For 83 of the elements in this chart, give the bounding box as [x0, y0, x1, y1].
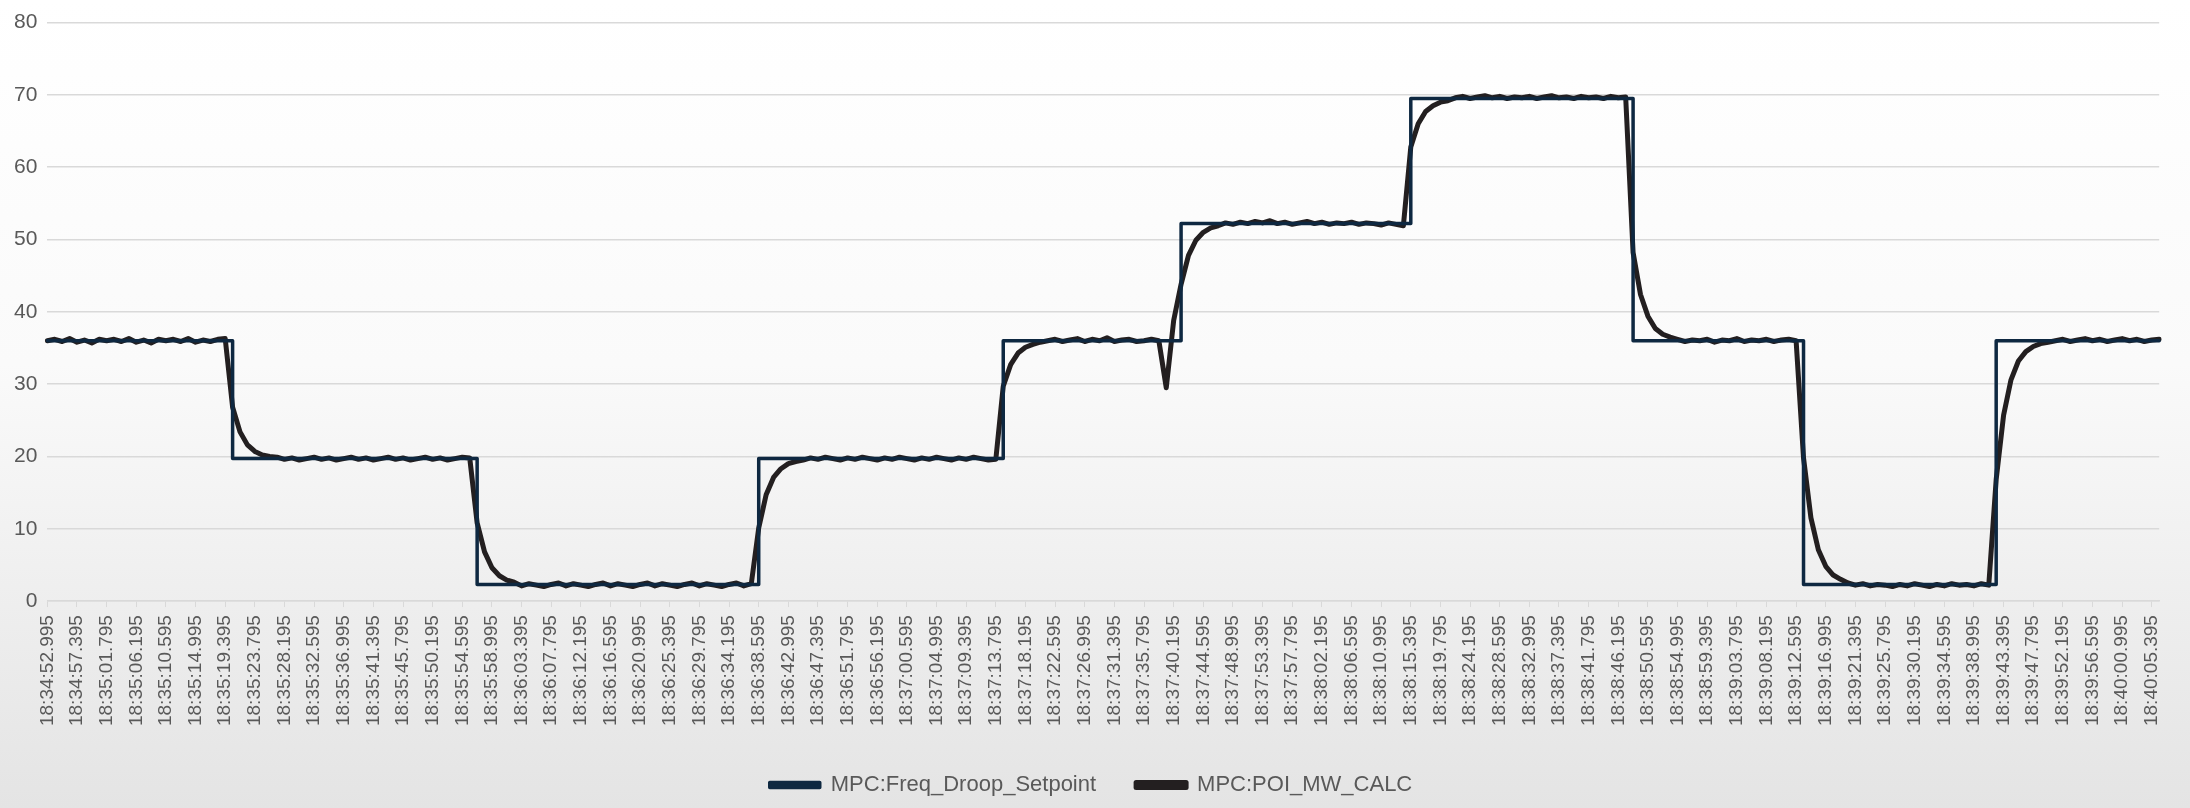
y-tick-label: 60: [14, 154, 38, 178]
x-tick-label: 18:37:13.795: [984, 615, 1006, 727]
x-tick-label: 18:36:25.395: [658, 615, 680, 727]
x-tick-label: 18:38:06.595: [1339, 615, 1361, 727]
x-tick-label: 18:35:45.795: [391, 615, 413, 727]
x-tick-label: 18:37:04.995: [924, 615, 946, 727]
y-tick-label: 20: [14, 443, 38, 467]
x-tick-label: 18:38:37.395: [1547, 615, 1569, 727]
x-tick-label: 18:37:09.395: [954, 615, 976, 727]
x-tick-label: 18:35:41.395: [361, 615, 383, 727]
x-tick-label: 18:39:25.795: [1873, 615, 1895, 727]
x-tick-label: 18:38:54.995: [1665, 615, 1687, 727]
x-tick-label: 18:38:15.395: [1399, 615, 1421, 727]
x-tick-label: 18:39:21.395: [1843, 615, 1865, 727]
x-tick-label: 18:36:38.595: [746, 615, 768, 727]
x-tick-label: 18:39:38.995: [1962, 615, 1984, 727]
x-tick-label: 18:34:52.995: [35, 615, 57, 727]
x-tick-label: 18:35:32.595: [302, 615, 324, 727]
x-tick-label: 18:40:00.995: [2110, 615, 2132, 727]
x-tick-label: 18:39:43.395: [1991, 615, 2013, 727]
x-tick-label: 18:37:22.595: [1043, 615, 1065, 727]
x-tick-label: 18:35:36.995: [331, 615, 353, 727]
x-tick-label: 18:38:32.995: [1517, 615, 1539, 727]
x-tick-label: 18:38:02.195: [1310, 615, 1332, 727]
x-tick-label: 18:37:18.195: [1013, 615, 1035, 727]
x-tick-label: 18:39:30.195: [1902, 615, 1924, 727]
x-tick-label: 18:36:12.195: [569, 615, 591, 727]
x-tick-label: 18:37:40.195: [1161, 615, 1183, 727]
x-tick-label: 18:39:56.595: [2080, 615, 2102, 727]
x-tick-label: 18:35:58.995: [480, 615, 502, 727]
x-tick-label: 18:36:29.795: [687, 615, 709, 727]
x-tick-label: 18:37:44.595: [1191, 615, 1213, 727]
x-tick-label: 18:36:03.395: [509, 615, 531, 727]
x-tick-label: 18:38:59.395: [1695, 615, 1717, 727]
x-tick-label: 18:39:47.795: [2021, 615, 2043, 727]
x-tick-label: 18:39:16.995: [1813, 615, 1835, 727]
y-tick-label: 50: [14, 226, 38, 250]
y-tick-label: 10: [14, 515, 38, 539]
x-tick-label: 18:39:03.795: [1725, 615, 1747, 727]
x-tick-label: 18:36:20.995: [628, 615, 650, 727]
x-tick-label: 18:35:54.595: [450, 615, 472, 727]
x-tick-label: 18:34:57.395: [65, 615, 87, 727]
x-tick-label: 18:37:26.995: [1072, 615, 1094, 727]
x-tick-label: 18:36:56.195: [865, 615, 887, 727]
x-tick-label: 18:37:35.795: [1132, 615, 1154, 727]
x-tick-label: 18:36:34.195: [717, 615, 739, 727]
x-tick-label: 18:37:00.595: [895, 615, 917, 727]
x-tick-label: 18:35:01.795: [94, 615, 116, 727]
legend-label: MPC:POI_MW_CALC: [1197, 771, 1413, 797]
x-tick-label: 18:37:48.995: [1221, 615, 1243, 727]
x-tick-label: 18:38:41.795: [1576, 615, 1598, 727]
x-tick-label: 18:38:50.595: [1636, 615, 1658, 727]
x-tick-label: 18:36:51.795: [835, 615, 857, 727]
x-tick-label: 18:38:28.595: [1487, 615, 1509, 727]
x-tick-label: 18:36:42.995: [776, 615, 798, 727]
x-tick-label: 18:35:19.395: [213, 615, 235, 727]
x-tick-label: 18:36:16.595: [598, 615, 620, 727]
x-tick-label: 18:37:57.795: [1280, 615, 1302, 727]
x-tick-label: 18:39:34.595: [1932, 615, 1954, 727]
x-tick-label: 18:38:19.795: [1428, 615, 1450, 727]
y-tick-label: 30: [14, 370, 38, 394]
y-tick-label: 40: [14, 298, 38, 322]
x-tick-label: 18:35:28.195: [272, 615, 294, 727]
x-tick-label: 18:37:31.395: [1102, 615, 1124, 727]
x-tick-label: 18:35:23.795: [243, 615, 265, 727]
x-tick-label: 18:38:10.995: [1369, 615, 1391, 727]
x-tick-label: 18:37:53.395: [1250, 615, 1272, 727]
x-tick-label: 18:35:10.595: [154, 615, 176, 727]
y-tick-label: 80: [14, 9, 38, 33]
x-tick-label: 18:39:12.595: [1784, 615, 1806, 727]
x-tick-label: 18:39:08.195: [1754, 615, 1776, 727]
x-tick-label: 18:36:47.395: [806, 615, 828, 727]
x-tick-label: 18:38:24.195: [1458, 615, 1480, 727]
x-tick-label: 18:40:05.395: [2140, 615, 2162, 727]
y-tick-label: 0: [25, 587, 38, 611]
x-tick-label: 18:35:14.995: [183, 615, 205, 727]
x-tick-label: 18:35:06.195: [124, 615, 146, 727]
x-tick-label: 18:35:50.195: [420, 615, 442, 727]
y-tick-label: 70: [14, 81, 38, 105]
x-tick-label: 18:38:46.195: [1606, 615, 1628, 727]
x-tick-label: 18:39:52.195: [2051, 615, 2073, 727]
legend-label: MPC:Freq_Droop_Setpoint: [830, 771, 1097, 797]
x-tick-label: 18:36:07.795: [539, 615, 561, 727]
